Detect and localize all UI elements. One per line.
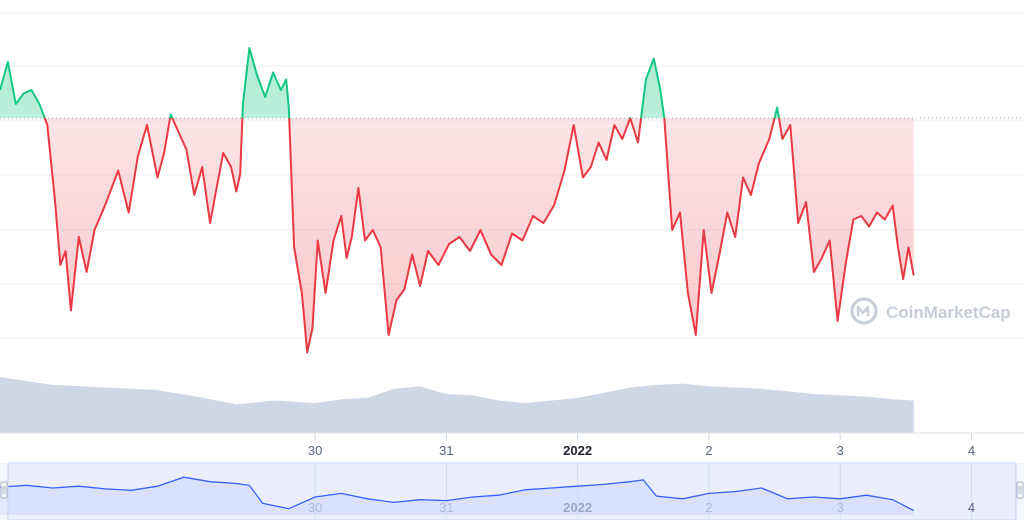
x-tick-label: 4 bbox=[968, 443, 975, 458]
main-x-axis-ticks: 303120222345 bbox=[308, 433, 975, 458]
x-tick-label: 3 bbox=[837, 443, 844, 458]
x-tick-label: 30 bbox=[308, 443, 322, 458]
navigator-selection[interactable] bbox=[7, 462, 1017, 521]
navigator-handle-left[interactable] bbox=[0, 481, 8, 499]
coinmarketcap-logo-icon bbox=[850, 297, 878, 325]
x-tick-label: 2 bbox=[705, 443, 712, 458]
navigator-line bbox=[0, 476, 914, 512]
price-line-down bbox=[43, 118, 915, 354]
price-fill-below bbox=[0, 118, 914, 353]
navigator-tick-label: 4 bbox=[968, 500, 975, 515]
watermark-text: CoinMarketCap bbox=[886, 303, 1011, 322]
time-navigator[interactable]: 303120222345 bbox=[0, 462, 1024, 521]
navigator-handle-right[interactable] bbox=[1016, 481, 1024, 499]
x-tick-label: 2022 bbox=[563, 443, 592, 458]
navigator-area bbox=[0, 477, 914, 515]
watermark: CoinMarketCap bbox=[850, 297, 1011, 325]
x-tick-label: 31 bbox=[439, 443, 453, 458]
volume-area bbox=[0, 377, 914, 433]
